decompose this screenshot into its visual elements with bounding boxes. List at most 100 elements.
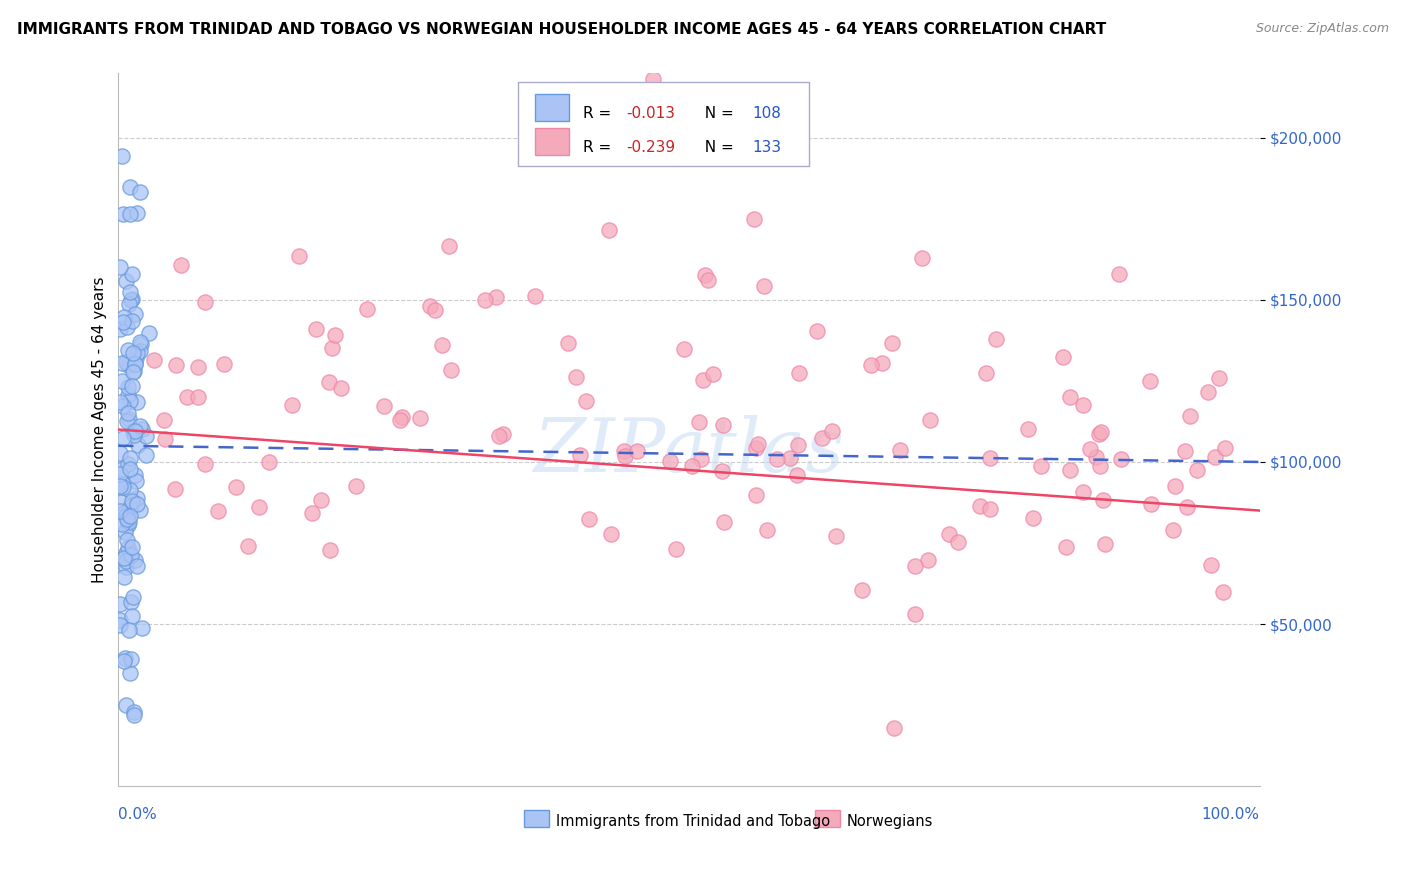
Point xyxy=(1071,399,1094,413)
Point xyxy=(124,357,146,371)
Point xyxy=(786,468,808,483)
Point xyxy=(125,559,148,574)
Point xyxy=(143,353,166,368)
Point xyxy=(110,495,132,509)
Point xyxy=(118,180,141,194)
Point xyxy=(1054,541,1077,555)
Point xyxy=(187,391,209,405)
Point xyxy=(117,406,139,420)
Point xyxy=(108,479,131,493)
Point xyxy=(911,251,934,265)
Point xyxy=(309,492,332,507)
Point xyxy=(557,335,579,350)
Point xyxy=(565,370,588,384)
Point xyxy=(752,279,775,293)
FancyBboxPatch shape xyxy=(517,81,808,166)
Point xyxy=(128,418,150,433)
Point xyxy=(115,559,138,574)
Point xyxy=(948,535,970,549)
Point xyxy=(1109,452,1132,467)
Point xyxy=(135,429,157,443)
Point xyxy=(236,539,259,553)
Point xyxy=(117,457,139,471)
Text: ZIPatlas: ZIPatlas xyxy=(533,415,845,487)
Point xyxy=(117,541,139,555)
Point xyxy=(225,480,247,494)
Point xyxy=(108,504,131,518)
Point xyxy=(600,527,623,541)
Point xyxy=(419,299,441,313)
Point xyxy=(1208,371,1230,385)
Point xyxy=(1185,463,1208,477)
Point xyxy=(125,497,148,511)
Point xyxy=(711,417,734,432)
Point xyxy=(1139,374,1161,388)
Point xyxy=(120,293,142,307)
Point xyxy=(117,343,139,358)
Point xyxy=(118,515,141,529)
Point xyxy=(693,268,716,282)
Point xyxy=(485,290,508,304)
Point xyxy=(1052,350,1074,364)
Point xyxy=(432,338,454,352)
Point xyxy=(787,366,810,380)
Point xyxy=(330,381,353,395)
Point xyxy=(187,360,209,375)
Point xyxy=(575,394,598,409)
Point xyxy=(128,503,150,517)
Point xyxy=(1017,422,1039,436)
Point xyxy=(745,488,768,502)
Point xyxy=(114,505,136,519)
Point xyxy=(121,493,143,508)
Point xyxy=(766,451,789,466)
Point xyxy=(127,206,149,220)
Point xyxy=(1059,390,1081,404)
Point xyxy=(108,618,131,632)
Text: IMMIGRANTS FROM TRINIDAD AND TOBAGO VS NORWEGIAN HOUSEHOLDER INCOME AGES 45 - 64: IMMIGRANTS FROM TRINIDAD AND TOBAGO VS N… xyxy=(17,22,1107,37)
Point xyxy=(323,327,346,342)
Point xyxy=(112,315,135,329)
Point xyxy=(118,412,141,426)
Point xyxy=(821,425,844,439)
Point xyxy=(870,356,893,370)
Text: N =: N = xyxy=(695,106,738,121)
Point xyxy=(658,454,681,468)
Point xyxy=(713,515,735,529)
Point xyxy=(356,301,378,316)
Point xyxy=(155,432,177,446)
Point xyxy=(474,293,496,307)
Text: R =: R = xyxy=(583,140,616,155)
Point xyxy=(115,511,138,525)
Text: N =: N = xyxy=(695,140,738,155)
Point xyxy=(1088,458,1111,473)
Point xyxy=(318,375,340,389)
Point xyxy=(120,451,142,466)
Point xyxy=(125,474,148,488)
Point xyxy=(165,358,187,372)
Point xyxy=(212,357,235,371)
Point xyxy=(110,356,132,370)
Point xyxy=(118,285,141,300)
Point xyxy=(984,332,1007,346)
Point xyxy=(665,541,688,556)
Point xyxy=(127,438,149,452)
Point xyxy=(1174,444,1197,458)
FancyBboxPatch shape xyxy=(536,128,569,155)
Point xyxy=(124,307,146,321)
Point xyxy=(121,424,143,438)
Point xyxy=(1071,485,1094,500)
Point xyxy=(112,477,135,491)
Point xyxy=(744,441,766,455)
Point xyxy=(111,149,134,163)
Point xyxy=(121,314,143,328)
Point xyxy=(747,437,769,451)
Point xyxy=(1084,450,1107,465)
Point xyxy=(614,449,637,463)
Point xyxy=(779,450,801,465)
Point xyxy=(108,394,131,409)
Point xyxy=(806,325,828,339)
Point xyxy=(408,410,430,425)
Point xyxy=(979,502,1001,516)
Point xyxy=(257,454,280,468)
Point xyxy=(129,336,152,351)
